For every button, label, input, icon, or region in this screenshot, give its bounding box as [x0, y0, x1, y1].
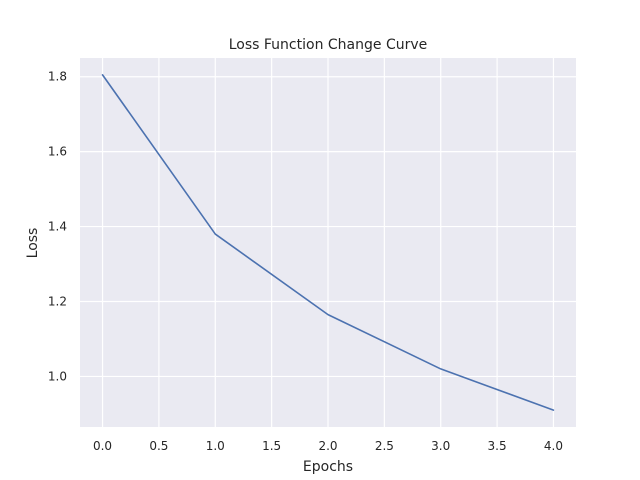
x-axis-ticks: 0.0 0.5 1.0 1.5 2.0 2.5 3.0 3.5 4.0: [93, 439, 563, 453]
x-tick-label: 3.0: [431, 439, 450, 453]
y-axis-label: Loss: [25, 228, 41, 259]
y-tick-label: 1.8: [48, 70, 67, 84]
x-tick-label: 1.5: [262, 439, 281, 453]
y-tick-label: 1.4: [48, 220, 67, 234]
y-tick-label: 1.6: [48, 145, 67, 159]
x-tick-label: 0.0: [93, 439, 112, 453]
x-tick-label: 4.0: [544, 439, 563, 453]
x-tick-label: 2.0: [318, 439, 337, 453]
chart-title: Loss Function Change Curve: [229, 37, 428, 53]
y-tick-label: 1.2: [48, 295, 67, 309]
x-tick-label: 0.5: [149, 439, 168, 453]
x-tick-label: 3.5: [488, 439, 507, 453]
x-axis-label: Epochs: [303, 459, 353, 475]
x-tick-label: 1.0: [206, 439, 225, 453]
grid-lines: [80, 58, 576, 427]
y-tick-label: 1.0: [48, 369, 67, 383]
x-tick-label: 2.5: [375, 439, 394, 453]
loss-line: [101, 74, 555, 411]
y-axis-ticks: 1.0 1.2 1.4 1.6 1.8: [48, 70, 67, 384]
